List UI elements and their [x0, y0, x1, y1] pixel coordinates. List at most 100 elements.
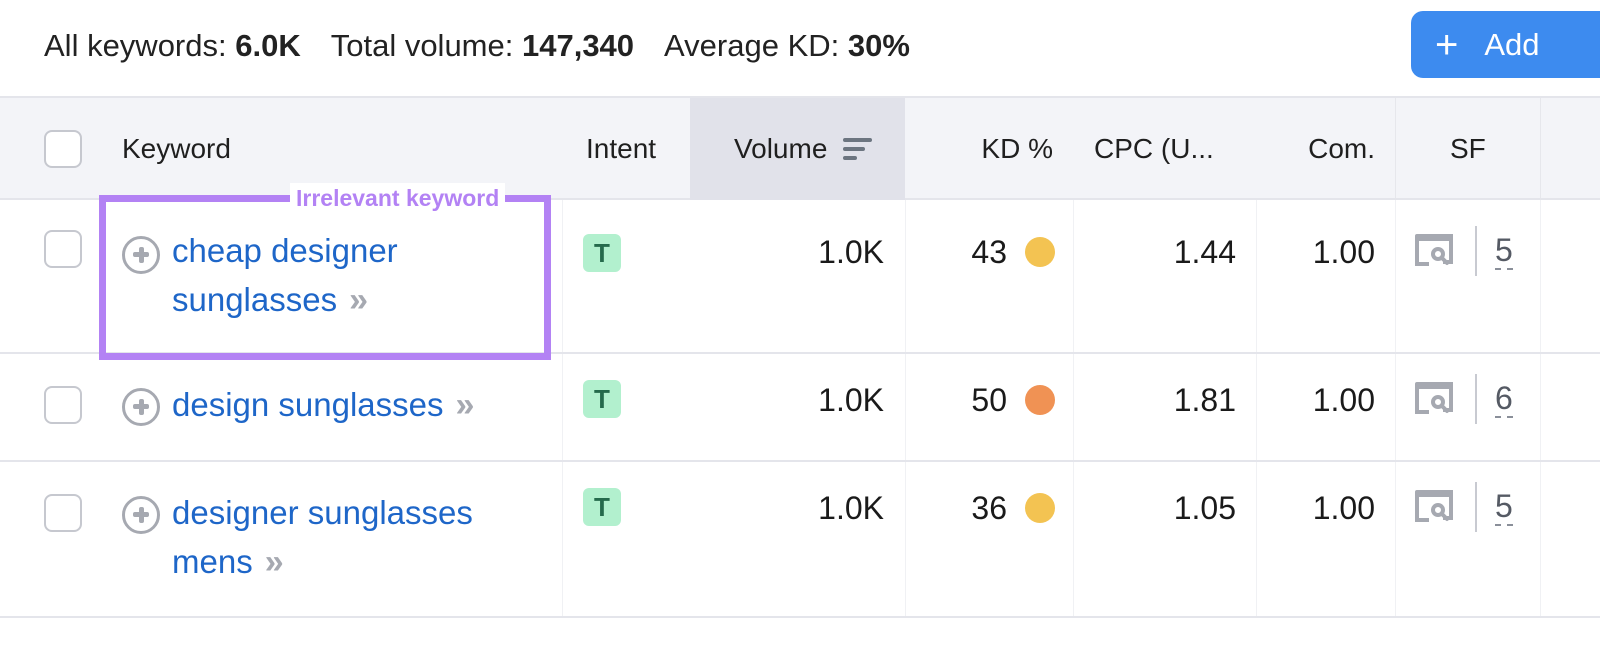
column-divider	[1395, 354, 1396, 460]
select-all-cell	[44, 98, 82, 200]
keyword-link-continued[interactable]: mens	[172, 543, 253, 580]
serp-features-icon[interactable]	[1415, 382, 1453, 416]
keywords-table: Keyword Intent Volume KD % CPC (U... Com…	[0, 96, 1600, 618]
select-all-checkbox[interactable]	[44, 130, 82, 168]
column-header-cpc[interactable]: CPC (U...	[1094, 133, 1214, 164]
serp-features-icon[interactable]	[1415, 490, 1453, 524]
column-divider	[1540, 354, 1541, 460]
average-kd-value: 30%	[847, 28, 910, 63]
intent-cell: T	[583, 346, 621, 418]
column-divider	[905, 354, 906, 460]
kd-cell: 36	[905, 456, 1055, 528]
keyword-wrap: design sunglasses »	[122, 380, 475, 430]
sf-count-link[interactable]: 6	[1495, 380, 1513, 418]
keyword-wrap: designer sunglasses mens »	[122, 488, 473, 587]
divider	[1475, 226, 1477, 276]
keyword-link-line2: mens »	[172, 537, 473, 587]
keyword-link[interactable]: designer sunglasses	[172, 494, 473, 531]
plus-icon: +	[1435, 22, 1459, 67]
kd-cell: 50	[905, 348, 1055, 420]
keyword-text: design sunglasses »	[172, 380, 475, 430]
intent-cell: T	[583, 454, 621, 526]
row-checkbox[interactable]	[44, 230, 82, 268]
table-row: designer sunglasses mens » T 1.0K 36 1.05…	[0, 462, 1600, 618]
divider	[1475, 482, 1477, 532]
kd-cell: 43	[905, 200, 1055, 272]
sf-cell: 5	[1415, 200, 1513, 276]
keyword-summary: All keywords: 6.0K Total volume: 147,340…	[44, 24, 940, 68]
keyword-cell: designer sunglasses mens »	[122, 488, 552, 587]
volume-cell: 1.0K	[818, 234, 884, 270]
kd-difficulty-dot-icon	[1025, 237, 1055, 267]
cpc-cell: 1.44	[1173, 234, 1236, 270]
keyword-link-continued[interactable]: sunglasses	[172, 281, 338, 318]
sf-count-link[interactable]: 5	[1495, 232, 1513, 270]
kd-value: 50	[971, 382, 1007, 418]
total-volume-stat: Total volume: 147,340	[330, 28, 635, 63]
keyword-link[interactable]: cheap designer	[172, 232, 398, 269]
sort-descending-icon	[843, 138, 873, 160]
add-keyword-icon[interactable]	[122, 236, 160, 274]
keyword-cell: design sunglasses »	[122, 380, 552, 430]
row-checkbox[interactable]	[44, 386, 82, 424]
column-divider	[1256, 354, 1257, 460]
column-divider	[1395, 98, 1396, 198]
column-divider	[1395, 462, 1396, 616]
com-cell: 1.00	[1312, 490, 1375, 526]
sf-cell: 5	[1415, 456, 1513, 532]
table-header: Keyword Intent Volume KD % CPC (U... Com…	[0, 96, 1600, 200]
keyword-link[interactable]: design sunglasses	[172, 386, 444, 423]
com-cell: 1.00	[1312, 234, 1375, 270]
intent-badge-transactional[interactable]: T	[583, 488, 621, 526]
intent-badge-transactional[interactable]: T	[583, 234, 621, 272]
column-header-kd[interactable]: KD %	[981, 133, 1053, 164]
cpc-cell: 1.05	[1173, 490, 1236, 526]
kd-value: 43	[971, 234, 1007, 270]
divider	[1475, 374, 1477, 424]
column-divider	[562, 200, 563, 352]
average-kd-stat: Average KD: 30%	[664, 28, 910, 63]
kd-difficulty-dot-icon	[1025, 493, 1055, 523]
keyword-cell: cheap designer sunglasses »	[122, 226, 552, 325]
irrelevant-keyword-annotation: Irrelevant keyword	[290, 183, 506, 213]
row-checkbox[interactable]	[44, 494, 82, 532]
column-divider	[905, 462, 906, 616]
chevron-double-right-icon[interactable]: »	[349, 281, 368, 319]
add-keyword-icon[interactable]	[122, 388, 160, 426]
row-select-cell	[44, 386, 82, 424]
row-select-cell	[44, 230, 82, 268]
column-header-com[interactable]: Com.	[1308, 133, 1375, 164]
chevron-double-right-icon[interactable]: »	[455, 386, 475, 424]
column-header-intent[interactable]: Intent	[586, 133, 657, 164]
volume-cell: 1.0K	[818, 490, 884, 526]
column-divider	[1073, 462, 1074, 616]
sf-count-link[interactable]: 5	[1495, 488, 1513, 526]
table-row: cheap designer sunglasses » T 1.0K 43 1.4…	[0, 200, 1600, 354]
column-divider	[1540, 98, 1541, 198]
column-header-keyword[interactable]: Keyword	[122, 133, 231, 164]
chevron-double-right-icon[interactable]: »	[264, 543, 284, 581]
com-cell: 1.00	[1312, 382, 1375, 418]
column-divider	[1395, 200, 1396, 352]
sf-cell: 6	[1415, 348, 1513, 424]
column-divider	[1256, 200, 1257, 352]
cpc-cell: 1.81	[1173, 382, 1236, 418]
kd-value: 36	[971, 490, 1007, 526]
keyword-wrap: cheap designer sunglasses »	[122, 226, 398, 325]
column-divider	[1256, 462, 1257, 616]
add-button[interactable]: + Add	[1411, 11, 1600, 78]
keyword-text: cheap designer sunglasses »	[172, 226, 398, 325]
column-header-volume[interactable]: Volume	[690, 98, 905, 200]
serp-features-icon[interactable]	[1415, 234, 1453, 268]
intent-badge-transactional[interactable]: T	[583, 380, 621, 418]
column-divider	[1540, 462, 1541, 616]
all-keywords-stat: All keywords: 6.0K	[44, 28, 301, 63]
total-volume-value: 147,340	[521, 28, 635, 63]
column-divider	[1073, 200, 1074, 352]
volume-cell: 1.0K	[818, 382, 884, 418]
row-select-cell	[44, 494, 82, 532]
add-keyword-icon[interactable]	[122, 496, 160, 534]
intent-cell: T	[583, 200, 621, 272]
column-header-sf[interactable]: SF	[1450, 133, 1486, 164]
kd-difficulty-dot-icon	[1025, 385, 1055, 415]
